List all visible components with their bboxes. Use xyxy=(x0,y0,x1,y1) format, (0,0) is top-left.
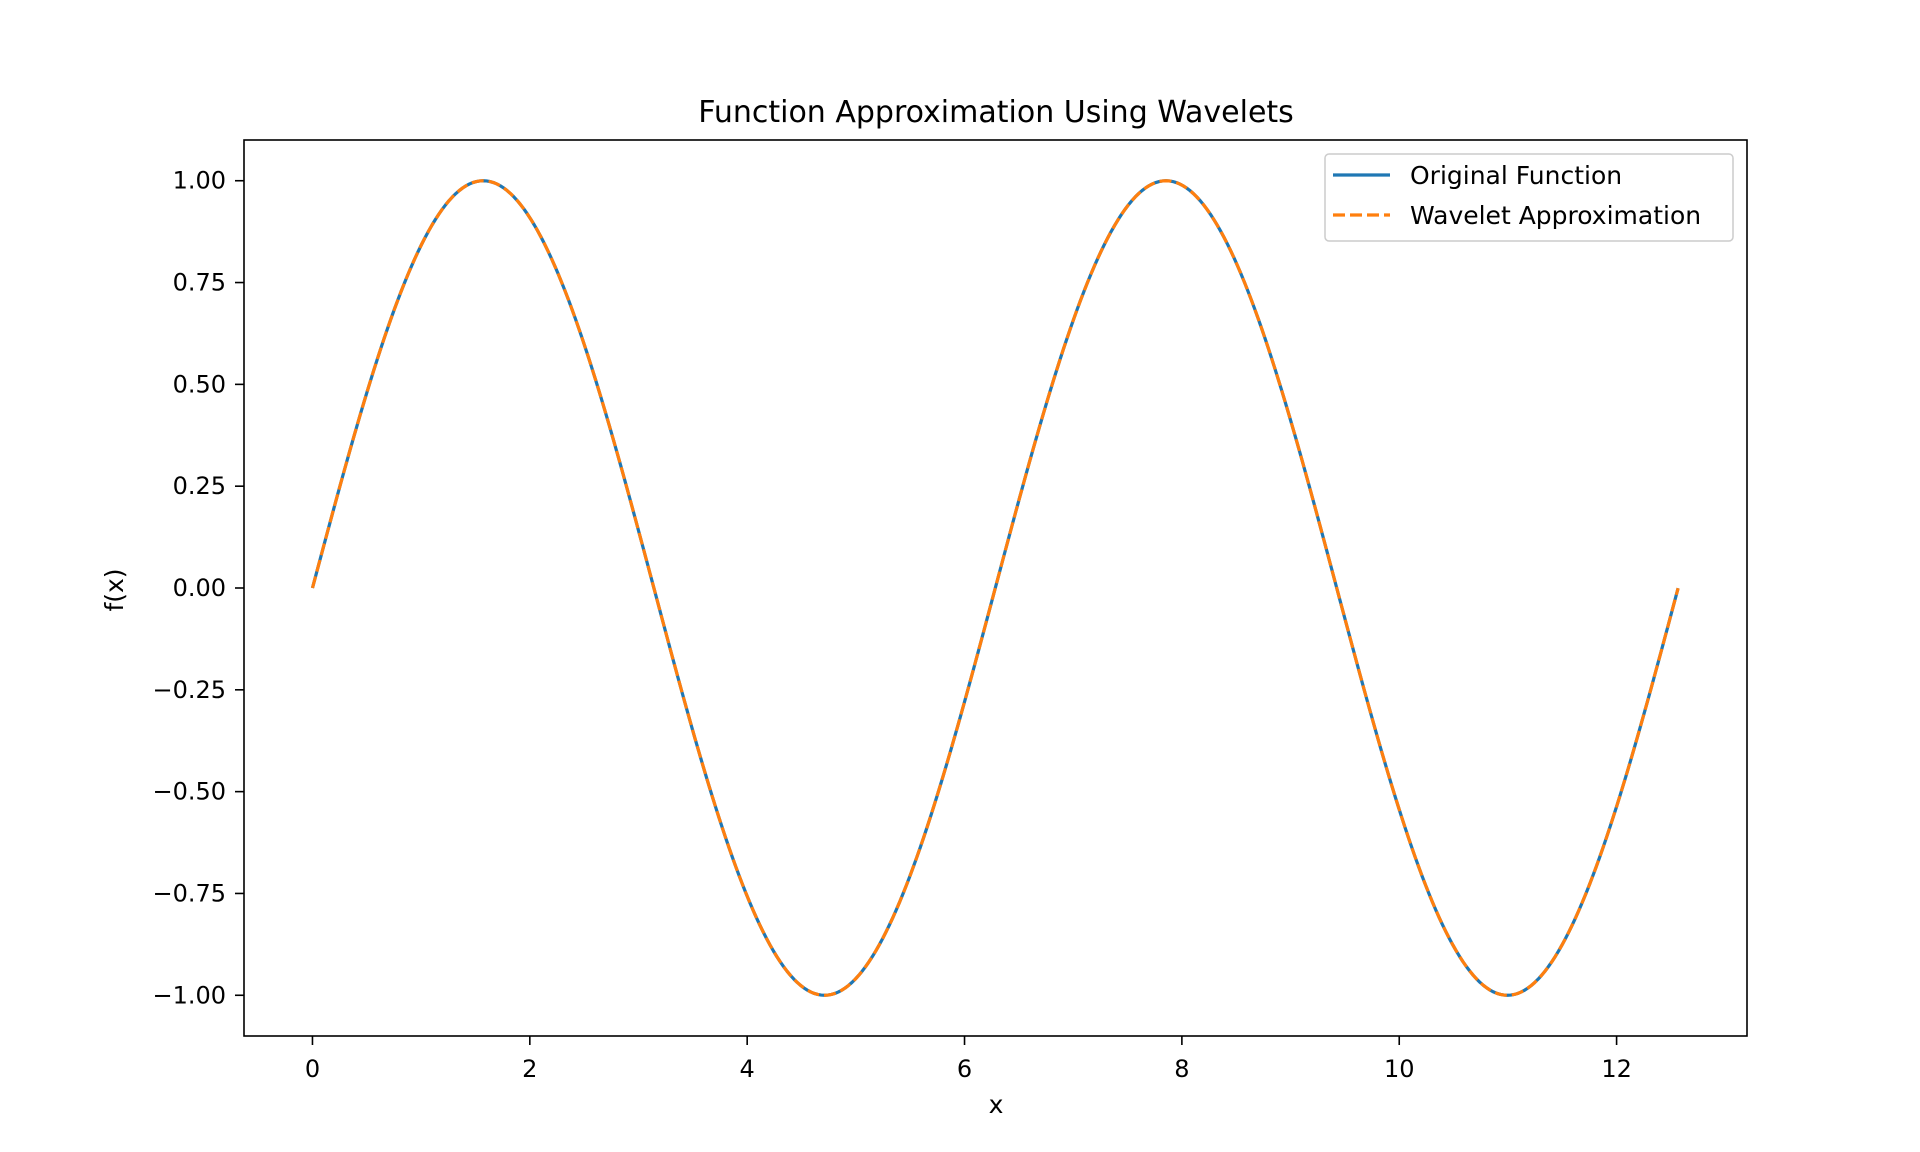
x-tick-label: 12 xyxy=(1601,1055,1632,1083)
x-tick-label: 4 xyxy=(740,1055,755,1083)
y-tick-label: 0.75 xyxy=(173,269,226,297)
x-tick-label: 0 xyxy=(305,1055,320,1083)
series-line-wavelet-approximation xyxy=(310,179,1680,997)
y-tick-label: −1.00 xyxy=(152,981,226,1009)
x-axis: 0 2 4 6 8 10 12 xyxy=(305,1036,1632,1083)
y-tick-label: 0.00 xyxy=(173,574,226,602)
legend-label-original-function: Original Function xyxy=(1410,161,1622,190)
x-tick-label: 6 xyxy=(957,1055,972,1083)
x-tick-label: 8 xyxy=(1174,1055,1189,1083)
y-tick-label: −0.25 xyxy=(152,676,226,704)
series-layer xyxy=(310,179,1680,997)
y-tick-label: −0.75 xyxy=(152,879,226,907)
legend: Original Function Wavelet Approximation xyxy=(1324,153,1734,242)
y-axis: 1.00 0.75 0.50 0.25 0.00 −0.25 −0.50 −0.75 −1.00 xyxy=(152,167,244,1009)
y-tick-label: −0.50 xyxy=(152,778,226,806)
chart-title: Function Approximation Using Wavelets xyxy=(698,95,1294,130)
y-tick-label: 0.50 xyxy=(173,370,226,398)
y-tick-label: 1.00 xyxy=(173,167,226,195)
x-axis-label: x xyxy=(989,1090,1004,1119)
x-tick-label: 10 xyxy=(1384,1055,1415,1083)
y-axis-label: f(x) xyxy=(100,568,129,611)
y-tick-label: 0.25 xyxy=(173,472,226,500)
legend-label-wavelet-approximation: Wavelet Approximation xyxy=(1410,201,1701,230)
x-tick-label: 2 xyxy=(522,1055,537,1083)
legend-box xyxy=(1324,153,1734,242)
